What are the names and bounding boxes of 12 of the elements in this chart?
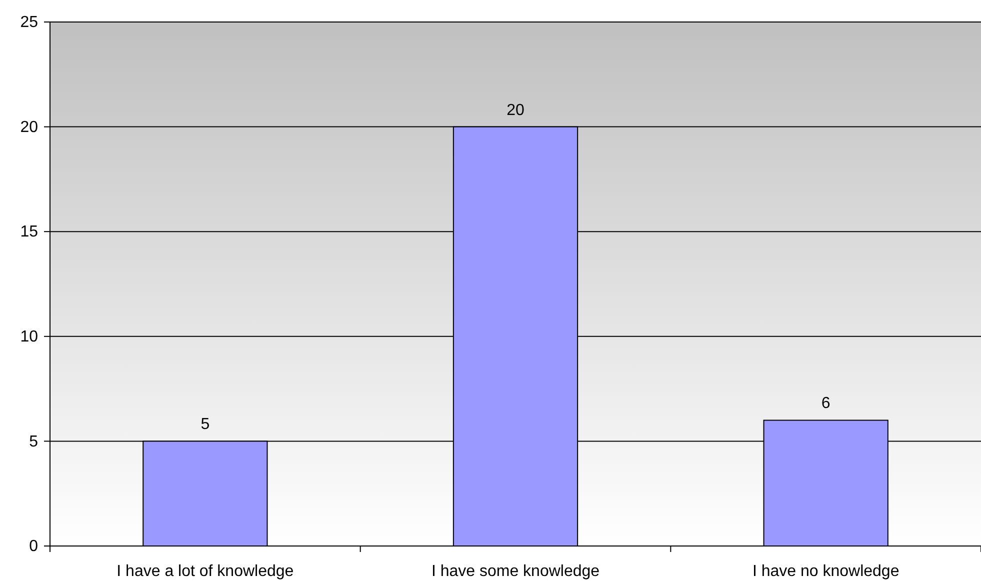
y-tick-label: 0 <box>29 538 38 556</box>
y-tick-label: 20 <box>20 118 38 136</box>
y-tick-label: 25 <box>20 14 38 32</box>
y-tick-label: 15 <box>20 224 38 241</box>
x-tick-label: I have some knowledge <box>431 563 600 580</box>
x-tick-label: I have a lot of knowledge <box>116 563 294 580</box>
y-tick-label: 10 <box>20 328 38 346</box>
y-tick-label: 5 <box>29 433 38 450</box>
data-label: 6 <box>821 395 830 412</box>
data-label: 20 <box>506 102 524 119</box>
x-tick-label: I have no knowledge <box>752 563 900 580</box>
data-label: 5 <box>200 416 210 434</box>
